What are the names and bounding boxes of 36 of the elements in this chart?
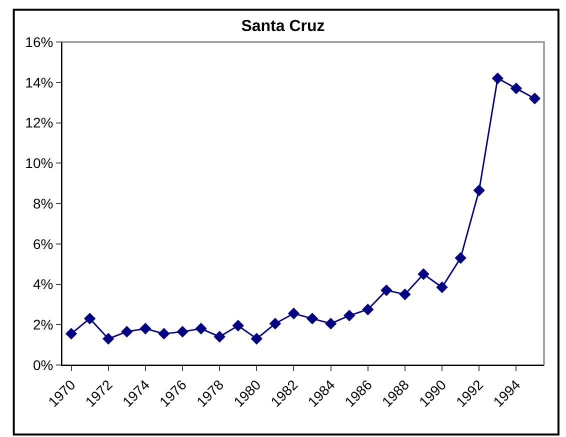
point (380, 284, 392, 296)
y-tick-label: 12% (25, 114, 54, 131)
point (102, 332, 114, 345)
point (84, 312, 96, 324)
y-tick-label: 14% (25, 74, 54, 90)
point (176, 326, 188, 338)
point (158, 328, 170, 340)
point (65, 328, 78, 340)
point (399, 288, 411, 300)
point (454, 252, 466, 264)
point (288, 308, 300, 320)
point (195, 322, 207, 335)
point (269, 318, 282, 330)
point (473, 184, 485, 196)
chart-title: Santa Cruz (241, 18, 325, 35)
point (528, 92, 541, 104)
point (214, 330, 226, 343)
point (306, 312, 318, 324)
y-tick-label: 16% (25, 34, 54, 50)
y-tick-label: 2% (32, 316, 54, 333)
point (324, 318, 337, 330)
point (250, 332, 262, 345)
point (121, 326, 133, 338)
point (344, 310, 356, 322)
y-tick-label: 0% (32, 356, 54, 373)
y-tick-label: 4% (32, 276, 54, 292)
point (418, 268, 430, 280)
point (232, 320, 244, 332)
point (492, 72, 504, 84)
point (362, 304, 374, 316)
point (140, 322, 152, 335)
y-tick-label: 6% (32, 236, 54, 252)
point (436, 281, 448, 294)
y-tick-label: 8% (32, 195, 54, 212)
y-tick-label: 10% (25, 155, 54, 172)
point (510, 82, 522, 94)
